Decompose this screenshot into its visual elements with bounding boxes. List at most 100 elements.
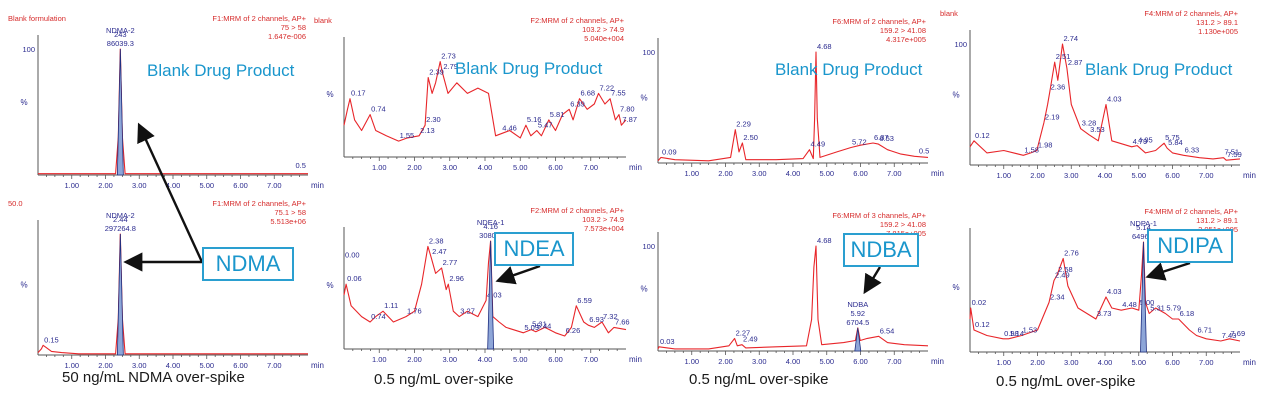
panel-col2-top: 1.00 2.00 3.00 4.00 5.00 6.00 7.00 min% F2:MRM o…	[314, 16, 642, 172]
header-line-0: F2:MRM of 2 channels, AP+	[530, 206, 624, 215]
peak-label: 0.09	[662, 147, 677, 156]
peak-label: 7.55	[611, 89, 626, 98]
x-axis-label: min	[629, 163, 642, 172]
x-tick-label: 6.00	[1165, 171, 1180, 180]
peak-label: 6.68	[580, 89, 595, 98]
header-line-1: 103.2 > 74.9	[582, 215, 624, 224]
peak-label: 2.36	[1051, 82, 1066, 91]
header-line-0: F4:MRM of 2 channels, AP+	[1144, 9, 1238, 18]
chromatogram-trace	[657, 245, 929, 350]
peak-label: 4.95	[1138, 136, 1153, 145]
header-line-1: 159.2 > 41.08	[880, 220, 926, 229]
x-tick-label: 4.00	[166, 361, 181, 370]
peak-label: 86039.3	[107, 39, 134, 48]
peak-label: 5.09	[524, 323, 539, 332]
peak-label: 6496.5	[1132, 232, 1155, 241]
peak-label: 0.12	[975, 320, 990, 329]
y-axis-label: %	[20, 281, 27, 290]
peak-label: 297264.8	[105, 224, 136, 233]
x-tick-label: 1.00	[372, 355, 387, 364]
peak-label: 5.31	[532, 320, 547, 329]
peak-label: 7.66	[615, 317, 630, 326]
integrated-peak	[1140, 241, 1147, 353]
peak-label: 6.33	[1185, 145, 1200, 154]
peak-label: 3.28	[1082, 119, 1097, 128]
chromatogram-trace	[969, 241, 1241, 342]
x-axis-label: min	[931, 357, 944, 366]
x-tick-label: 4.00	[166, 181, 181, 190]
y-axis-label: %	[326, 90, 333, 99]
peak-label: 5.16	[527, 115, 542, 124]
peak-label: 4.49	[811, 140, 826, 149]
x-tick-label: 6.00	[853, 357, 868, 366]
peak-label: 6.53	[879, 134, 894, 143]
callout-arrow-0	[137, 122, 204, 263]
peak-label: 5.47	[538, 121, 553, 130]
header-line-1: 75.1 > 58	[275, 208, 307, 217]
x-tick-label: 7.00	[887, 357, 902, 366]
header-line-1: 131.2 > 89.1	[1196, 18, 1238, 27]
integrated-peak	[116, 48, 124, 176]
y-axis-label: %	[20, 98, 27, 107]
x-tick-label: 7.00	[887, 169, 902, 178]
x-tick-label: 5.00	[513, 355, 528, 364]
peak-label: 0.15	[44, 335, 59, 344]
sample-label: blank	[314, 16, 332, 25]
x-tick-label: 2.00	[1030, 171, 1045, 180]
callout-ndipa: NDIPA	[1147, 229, 1233, 263]
peak-label: 5.81	[550, 110, 565, 119]
y-axis-label: %	[952, 91, 959, 100]
peak-label: NDEA-1	[477, 218, 505, 227]
peak-label: 6704.5	[846, 318, 869, 327]
x-tick-label: 3.00	[752, 169, 767, 178]
header-line-1: 75 > 58	[281, 23, 306, 32]
panel-col1-top: 1.00 2.00 3.00 4.00 5.00 6.00 7.00 min% 100 F1:MR…	[8, 14, 324, 190]
x-tick-label: 2.00	[98, 181, 113, 190]
x-tick-label: 4.00	[786, 357, 801, 366]
peak-label: 2.77	[443, 258, 458, 267]
x-tick-label: 5.00	[1131, 358, 1146, 367]
callout-ndea: NDEA	[494, 232, 574, 266]
peak-label: 2.29	[736, 120, 751, 129]
x-tick-label: 6.00	[853, 169, 868, 178]
peak-label: 5.31	[1150, 304, 1165, 313]
peak-label: 4.03	[1107, 95, 1122, 104]
peak-label: 2.39	[429, 68, 444, 77]
peak-label: 2.19	[1045, 113, 1060, 122]
peak-label: 2.87	[1068, 58, 1083, 67]
x-tick-label: 1.00	[64, 181, 79, 190]
peak-label: 2.49	[743, 335, 758, 344]
header-line-0: F6:MRM of 2 channels, AP+	[832, 17, 926, 26]
caption-col2: 0.5 ng/mL over-spike	[374, 371, 514, 388]
peak-label: NDMA-2	[106, 211, 135, 220]
header-line-0: F1:MRM of 2 channels, AP+	[212, 14, 306, 23]
blank-drug-product-label-3: Blank Drug Product	[775, 60, 923, 79]
peak-label: 2.73	[441, 52, 456, 61]
x-tick-label: 2.00	[407, 163, 422, 172]
x-tick-label: 2.00	[718, 169, 733, 178]
peak-label: 7.32	[603, 312, 618, 321]
header-line-2: 1.647e-006	[268, 32, 306, 41]
x-tick-label: 5.00	[199, 181, 214, 190]
peak-label: 7.69	[1231, 329, 1246, 338]
y-tick-label: 100	[954, 40, 967, 49]
x-tick-label: 7.00	[267, 361, 282, 370]
peak-label: 3.73	[1097, 309, 1112, 318]
x-axis-label: min	[311, 361, 324, 370]
peak-label: 4.48	[1122, 300, 1137, 309]
peak-label: 6.59	[577, 296, 592, 305]
peak-label: 4.46	[502, 124, 517, 133]
x-tick-label: 3.00	[132, 361, 147, 370]
peak-label: 2.50	[743, 133, 758, 142]
header-line-0: F4:MRM of 2 channels, AP+	[1144, 207, 1238, 216]
peak-label: 5.79	[1166, 304, 1181, 313]
peak-label: 2.79	[443, 62, 458, 71]
x-tick-label: 2.00	[407, 355, 422, 364]
blank-drug-product-label-4: Blank Drug Product	[1085, 60, 1233, 79]
header-line-2: 5.513e+06	[270, 217, 306, 226]
peak-label: 1.14	[1009, 329, 1024, 338]
peak-label: NDBA	[847, 300, 868, 309]
header-line-2: 4.317e+005	[886, 35, 926, 44]
x-axis-label: min	[311, 181, 324, 190]
peak-label: 2.58	[1058, 265, 1073, 274]
